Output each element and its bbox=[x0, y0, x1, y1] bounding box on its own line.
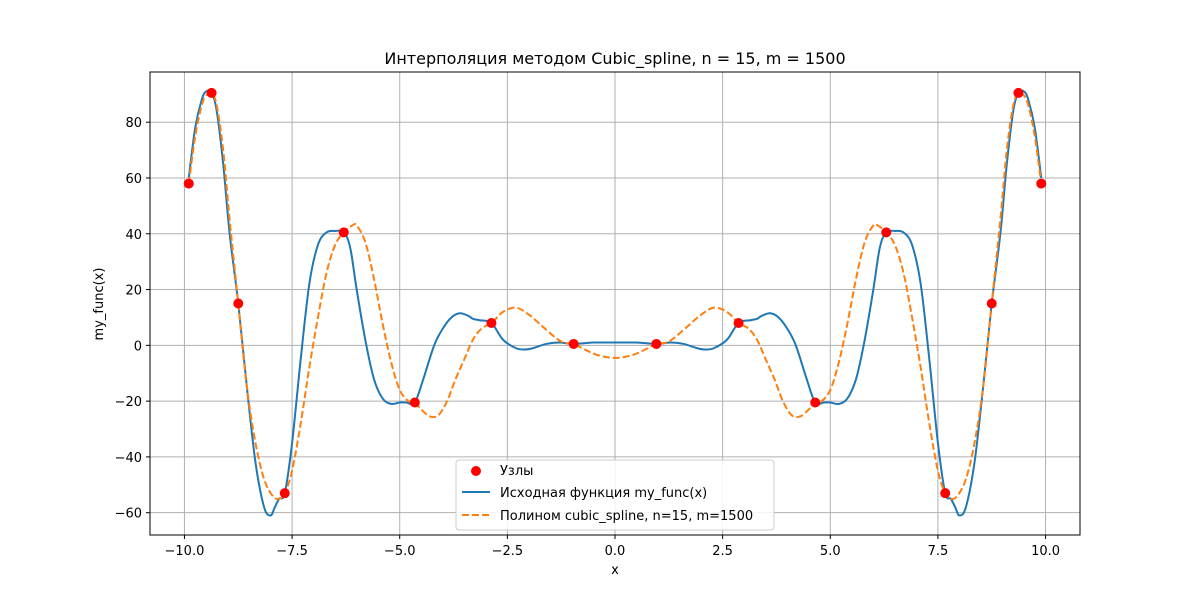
legend-marker-nodes bbox=[471, 466, 481, 476]
x-tick-label: −2.5 bbox=[492, 544, 524, 559]
node-point bbox=[940, 488, 951, 499]
node-point bbox=[409, 397, 420, 408]
node-point bbox=[1013, 87, 1024, 98]
series-line-original bbox=[187, 89, 1043, 517]
x-tick-label: 10.0 bbox=[1031, 544, 1060, 559]
node-point bbox=[568, 338, 579, 349]
y-tick-label: 80 bbox=[125, 116, 142, 131]
ticks: −10.0 −7.5 −5.0 −2.5 0.0 2.5 5.0 7.5 10.0 −60 −40 −… bbox=[115, 116, 1060, 559]
plot-area bbox=[183, 87, 1047, 517]
x-tick-label: 0.0 bbox=[605, 544, 626, 559]
x-tick-label: −7.5 bbox=[276, 544, 308, 559]
legend-label-nodes: Узлы bbox=[500, 464, 533, 479]
y-axis-label: my_func(x) bbox=[92, 268, 107, 341]
x-tick-label: 7.5 bbox=[928, 544, 949, 559]
x-tick-label: 5.0 bbox=[820, 544, 841, 559]
node-point bbox=[651, 338, 662, 349]
node-point bbox=[338, 227, 349, 238]
node-point bbox=[206, 87, 217, 98]
legend: Узлы Исходная функция my_func(x) Полином… bbox=[455, 459, 775, 531]
y-tick-label: 40 bbox=[125, 228, 142, 243]
node-point bbox=[733, 318, 744, 329]
chart-title: Интерполяция методом Cubic_spline, n = 1… bbox=[384, 49, 845, 69]
node-point bbox=[486, 318, 497, 329]
legend-label-spline: Полином cubic_spline, n=15, m=1500 bbox=[500, 509, 753, 524]
y-tick-label: 0 bbox=[134, 339, 142, 354]
node-point bbox=[810, 397, 821, 408]
node-point bbox=[183, 178, 194, 189]
x-tick-label: −10.0 bbox=[165, 544, 205, 559]
x-axis-label: x bbox=[611, 563, 619, 578]
node-point bbox=[233, 298, 244, 309]
y-tick-label: 20 bbox=[125, 284, 142, 299]
y-tick-label: 60 bbox=[125, 172, 142, 187]
node-point bbox=[1036, 178, 1047, 189]
node-point bbox=[986, 298, 997, 309]
y-tick-label: −60 bbox=[115, 507, 142, 522]
node-point bbox=[881, 227, 892, 238]
y-tick-label: −40 bbox=[115, 451, 142, 466]
node-point bbox=[279, 488, 290, 499]
legend-label-original: Исходная функция my_func(x) bbox=[500, 486, 707, 501]
x-tick-label: −5.0 bbox=[384, 544, 416, 559]
series-line-spline bbox=[187, 91, 1043, 500]
x-tick-label: 2.5 bbox=[712, 544, 733, 559]
y-tick-label: −20 bbox=[115, 395, 142, 410]
legend-box bbox=[455, 459, 775, 531]
